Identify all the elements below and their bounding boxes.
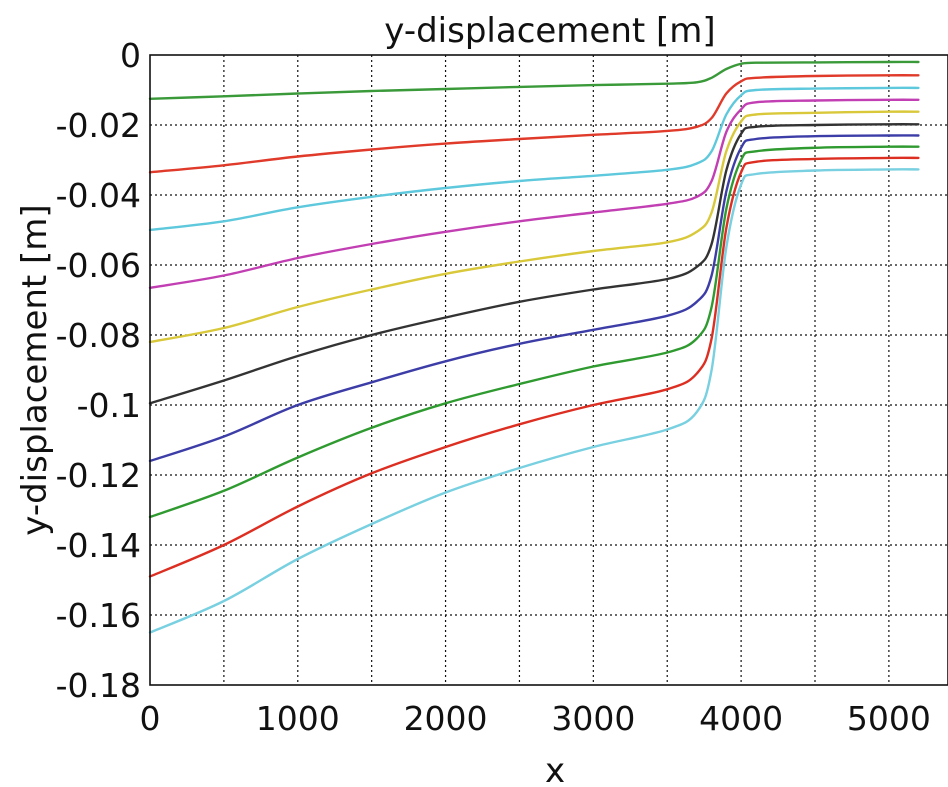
series-line-7: [148, 134, 920, 463]
y-tick-label: -0.04: [56, 176, 141, 215]
x-tick-label: 5000: [847, 699, 931, 738]
x-tick-labels: 0 1000 2000 3000 4000 5000: [140, 699, 931, 738]
series-line-3: [148, 86, 920, 232]
plot-frame: [149, 54, 948, 686]
series-line-10: [148, 168, 920, 634]
series-line-4: [148, 98, 920, 289]
y-tick-label: -0.14: [56, 526, 141, 565]
x-tick-label: 4000: [699, 699, 783, 738]
y-tick-label: -0.18: [56, 666, 141, 705]
series-line-5: [148, 110, 920, 344]
chart-title: y-displacement [m]: [384, 11, 715, 51]
y-tick-labels: 0 -0.02 -0.04 -0.06 -0.08 -0.1 -0.12 -0.14 -0.16…: [56, 36, 141, 705]
x-axis-label: x: [545, 751, 565, 787]
x-tick-label: 0: [140, 699, 161, 738]
y-tick-label: 0: [120, 36, 141, 75]
grid: [150, 55, 948, 685]
y-axis-label: y-displacement [m]: [15, 204, 55, 535]
y-tick-label: -0.02: [56, 106, 141, 145]
x-tick-label: 3000: [551, 699, 635, 738]
series-group: [148, 60, 920, 634]
series-line-2: [148, 74, 920, 174]
series-line-8: [148, 145, 920, 519]
y-tick-label: -0.06: [56, 246, 141, 285]
series-line-6: [148, 123, 920, 405]
series-line-9: [148, 156, 920, 578]
y-tick-label: -0.1: [77, 386, 141, 425]
x-tick-label: 1000: [256, 699, 340, 738]
y-tick-label: -0.08: [56, 316, 141, 355]
series-line-1: [148, 60, 920, 100]
x-tick-label: 2000: [404, 699, 488, 738]
y-tick-label: -0.12: [56, 456, 141, 495]
y-tick-label: -0.16: [56, 596, 141, 635]
